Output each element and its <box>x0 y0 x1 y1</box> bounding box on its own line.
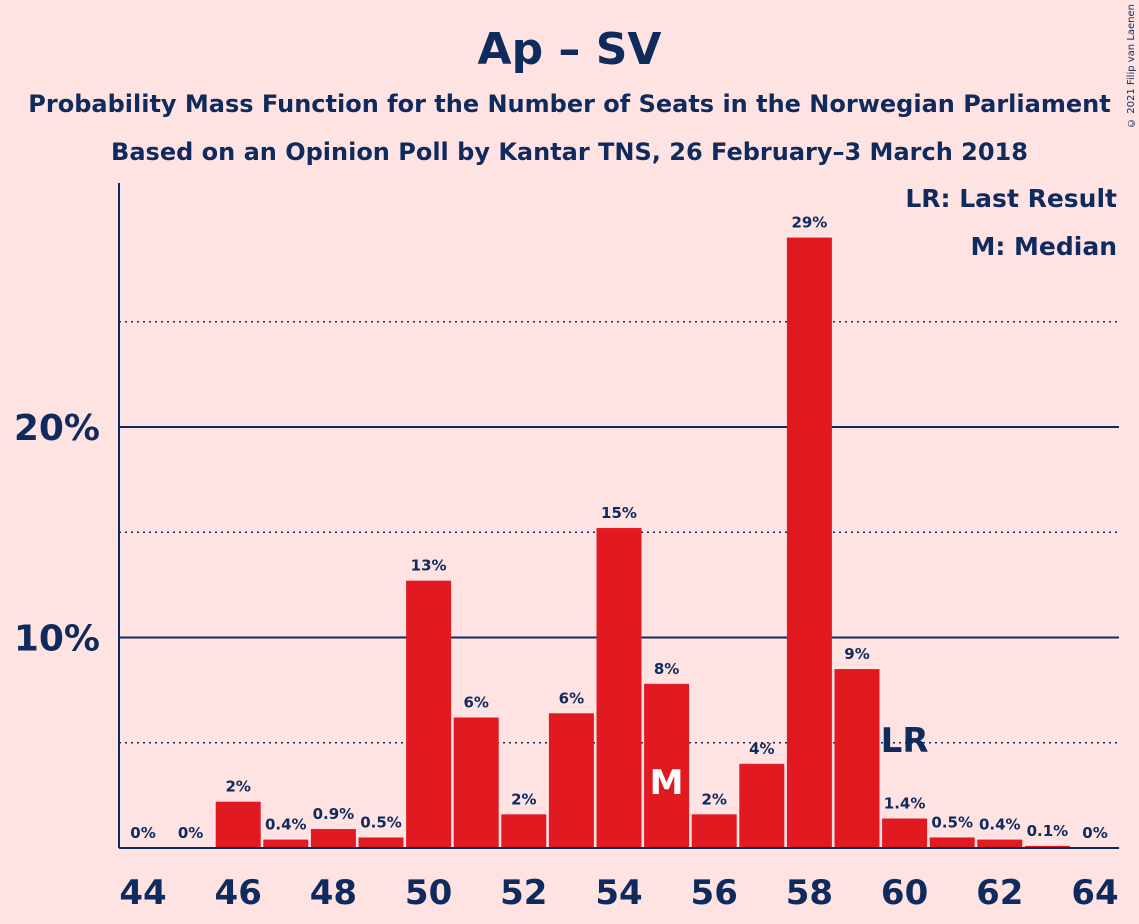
data-label: 15% <box>601 504 637 522</box>
bar <box>691 814 737 848</box>
data-label: 0.5% <box>360 813 402 831</box>
data-label: 1.4% <box>884 795 926 813</box>
bar <box>406 580 452 848</box>
data-label: 6% <box>559 689 584 707</box>
x-tick-label: 54 <box>595 873 642 913</box>
x-tick-label: 44 <box>119 873 166 913</box>
data-label: 2% <box>701 790 726 808</box>
bar <box>882 818 928 848</box>
bar <box>215 801 261 848</box>
bar <box>644 683 690 848</box>
data-label: 0.4% <box>265 816 307 834</box>
bar <box>1024 845 1070 848</box>
x-tick-label: 60 <box>881 873 928 913</box>
bar <box>263 839 309 848</box>
data-label: 0.1% <box>1027 822 1069 840</box>
data-label: 2% <box>225 778 250 796</box>
x-tick-label: 52 <box>500 873 547 913</box>
bar <box>453 717 499 848</box>
data-label: 8% <box>654 660 679 678</box>
median-marker: M <box>650 763 684 803</box>
data-label: 2% <box>511 790 536 808</box>
data-label: 4% <box>749 740 774 758</box>
data-label: 0% <box>1082 824 1107 842</box>
bar <box>786 237 832 849</box>
data-label: 9% <box>844 645 869 663</box>
data-label: 0.5% <box>931 813 973 831</box>
bar <box>310 829 356 848</box>
data-label: 0.4% <box>979 816 1021 834</box>
bar <box>358 837 404 848</box>
bar <box>548 713 594 848</box>
legend-median: M: Median <box>970 232 1117 261</box>
y-tick-label: 10% <box>14 619 100 660</box>
x-tick-label: 56 <box>691 873 738 913</box>
data-label: 0.9% <box>313 805 355 823</box>
bar <box>596 528 642 848</box>
y-tick-label: 20% <box>14 408 100 449</box>
legend-last-result: LR: Last Result <box>905 184 1117 213</box>
data-label: 6% <box>463 693 488 711</box>
chart-subtitle: Probability Mass Function for the Number… <box>28 90 1111 118</box>
bar <box>834 669 880 848</box>
x-tick-label: 58 <box>786 873 833 913</box>
chart-title: Ap – SV <box>477 24 662 75</box>
x-tick-label: 46 <box>215 873 262 913</box>
bar <box>501 814 547 848</box>
x-tick-label: 50 <box>405 873 452 913</box>
x-tick-label: 48 <box>310 873 357 913</box>
last-result-marker: LR <box>881 721 929 761</box>
data-label: 29% <box>791 214 827 232</box>
x-tick-label: 62 <box>976 873 1023 913</box>
chart-subtitle-source: Based on an Opinion Poll by Kantar TNS, … <box>111 138 1028 166</box>
x-tick-label: 64 <box>1071 873 1118 913</box>
data-label: 0% <box>130 824 155 842</box>
bar <box>929 837 975 848</box>
bar <box>977 839 1023 848</box>
data-label: 13% <box>411 557 447 575</box>
bar <box>739 763 785 848</box>
data-label: 0% <box>178 824 203 842</box>
